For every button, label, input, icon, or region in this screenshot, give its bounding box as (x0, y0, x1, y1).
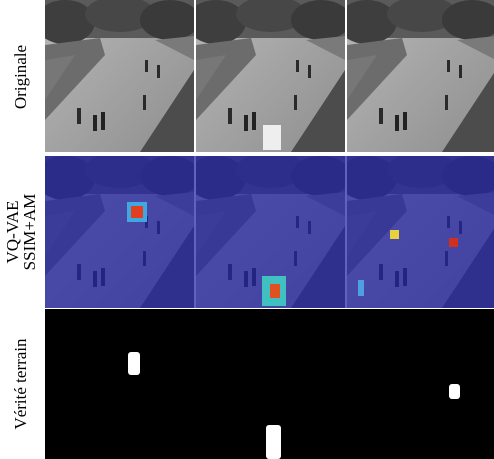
original-frame (337, 0, 494, 152)
row-label: Originale (11, 45, 30, 109)
hotspot (358, 280, 364, 296)
vehicle (263, 125, 281, 150)
original-frame (35, 0, 200, 152)
mask (128, 352, 140, 375)
row-label: VQ-VAE (3, 201, 22, 264)
hotspot (449, 238, 458, 247)
mask (449, 384, 460, 399)
mask (266, 425, 281, 459)
hotspot (270, 284, 280, 298)
row-label: Vérité terrain (11, 338, 30, 430)
hotspot (131, 206, 143, 218)
heatmap-row (35, 152, 494, 308)
hotspot (390, 230, 399, 239)
row-label: SSIM+AM (20, 194, 39, 271)
